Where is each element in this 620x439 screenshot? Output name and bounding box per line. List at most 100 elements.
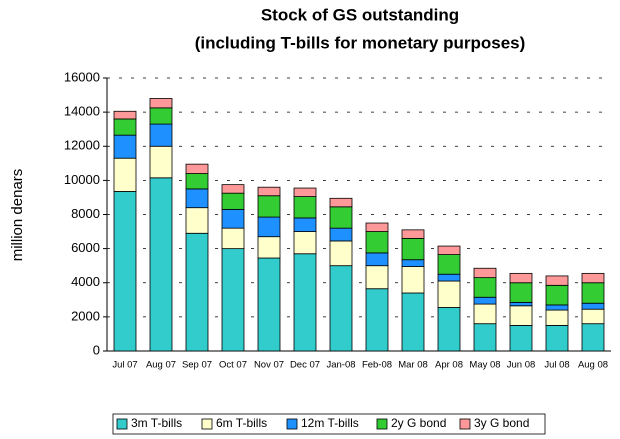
bar-segment (581, 323, 605, 352)
x-tick-label: Jun 08 (507, 360, 536, 371)
y-tick-label: 10000 (64, 172, 100, 187)
x-tick-label: Jan-08 (326, 360, 355, 371)
y-tick-label: 8000 (71, 206, 100, 221)
bar-segment (185, 188, 209, 209)
bar-segment (473, 267, 497, 279)
bar-segment (365, 288, 389, 352)
bar-segment (545, 284, 569, 306)
bar-segment (473, 323, 497, 352)
y-tick-label: 4000 (71, 274, 100, 289)
legend-swatch (376, 418, 388, 430)
bar-segment (221, 227, 245, 250)
bar-segment (113, 191, 137, 352)
bar-segment (581, 282, 605, 304)
x-tick-label: Oct 07 (219, 360, 247, 371)
x-tick-label: Dec 07 (290, 360, 320, 371)
bar-segment (581, 302, 605, 310)
bar-segment (473, 296, 497, 305)
bar-segment (365, 252, 389, 267)
bar-segment (185, 232, 209, 352)
bar-segment (509, 325, 533, 352)
chart-subtitle: (including T-bills for monetary purposes… (195, 33, 526, 52)
bar-segment (437, 280, 461, 308)
x-tick-label: Apr 08 (435, 360, 463, 371)
bar-segment (257, 236, 281, 259)
bar-segment (581, 308, 605, 325)
bar-segment (365, 265, 389, 290)
bar-segment (329, 197, 353, 208)
y-tick-label: 14000 (64, 104, 100, 119)
bar-segment (257, 195, 281, 218)
bar-segment (437, 273, 461, 282)
bar-segment (437, 254, 461, 275)
x-tick-label: May 08 (469, 360, 500, 371)
bar-segment (293, 253, 317, 352)
legend-box (112, 413, 546, 435)
y-tick-label: 16000 (64, 69, 100, 84)
legend-label: 3m T-bills (131, 416, 182, 430)
x-tick-label: Jul 08 (544, 360, 569, 371)
x-tick-label: Aug 07 (146, 360, 176, 371)
legend-label: 6m T-bills (216, 416, 267, 430)
bar-segment (149, 123, 173, 147)
x-tick-label: Mar 08 (398, 360, 428, 371)
bar-segment (545, 304, 569, 311)
y-axis-label: million denars (9, 169, 26, 262)
bar-segment (293, 196, 317, 219)
bar-segment (221, 208, 245, 229)
bar-segment (401, 237, 425, 261)
bar-segment (509, 282, 533, 303)
bar-segment (545, 325, 569, 352)
bar-segment (149, 107, 173, 125)
bar-segment (329, 240, 353, 267)
bar-segment (149, 145, 173, 179)
bar-segment (509, 272, 533, 284)
bar-segment (329, 227, 353, 242)
x-tick-label: Feb-08 (362, 360, 392, 371)
legend-label: 3y G bond (474, 416, 529, 430)
bar-segment (221, 184, 245, 194)
legend-swatch (201, 418, 213, 430)
bar-segment (257, 257, 281, 352)
bar-segment (581, 272, 605, 284)
legend-label: 2y G bond (391, 416, 446, 430)
x-tick-label: Nov 07 (254, 360, 284, 371)
x-tick-label: Jul 07 (112, 360, 137, 371)
legend-label: 12m T-bills (301, 416, 359, 430)
bar-segment (185, 207, 209, 234)
bar-segment (293, 231, 317, 255)
y-tick-label: 12000 (64, 138, 100, 153)
bar-segment (257, 216, 281, 238)
bar-segment (113, 118, 137, 136)
bar-segment (329, 265, 353, 352)
bar-segment (221, 192, 245, 210)
bar-segment (329, 206, 353, 229)
chart-title: Stock of GS outstanding (261, 5, 459, 24)
bar-segment (365, 231, 389, 254)
bar-segment (401, 266, 425, 294)
bar-segment (293, 187, 317, 197)
bar-segment (401, 229, 425, 239)
bar-segment (293, 217, 317, 232)
legend-swatch (459, 418, 471, 430)
y-tick-label: 0 (93, 342, 100, 357)
bar-segment (185, 163, 209, 174)
bar-segment (149, 98, 173, 109)
legend-swatch (116, 418, 128, 430)
y-tick-label: 6000 (71, 240, 100, 255)
bar-segment (113, 110, 137, 120)
y-tick-label: 2000 (71, 308, 100, 323)
bar-segment (545, 275, 569, 286)
bar-segment (509, 305, 533, 326)
bar-segment (437, 307, 461, 352)
x-tick-label: Aug 08 (578, 360, 608, 371)
bar-segment (257, 186, 281, 197)
bar-segment (509, 301, 533, 307)
bar-segment (113, 134, 137, 159)
bar-segment (221, 248, 245, 352)
bar-segment (545, 309, 569, 326)
x-tick-label: Sep 07 (182, 360, 212, 371)
legend-swatch (286, 418, 298, 430)
bar-segment (437, 245, 461, 255)
